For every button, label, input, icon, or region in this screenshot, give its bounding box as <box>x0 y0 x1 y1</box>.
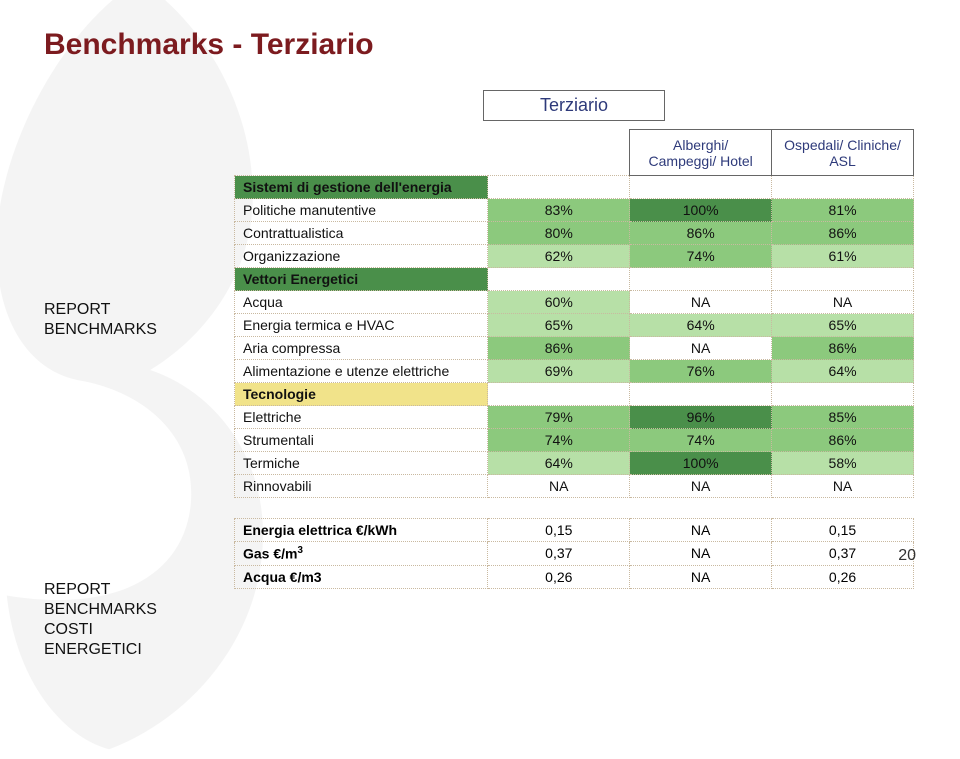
cell: 60% <box>488 291 630 314</box>
row-label: Alimentazione e utenze elettriche <box>235 360 488 383</box>
cell: NA <box>488 475 630 498</box>
row-label: Strumentali <box>235 429 488 452</box>
label-sup: 3 <box>297 545 302 556</box>
cell: 64% <box>630 314 772 337</box>
row-label: Politiche manutentive <box>235 199 488 222</box>
cell: 65% <box>772 314 914 337</box>
cell: 86% <box>772 337 914 360</box>
cell: 100% <box>630 452 772 475</box>
cell: 86% <box>488 337 630 360</box>
cell: 0,37 <box>772 542 914 566</box>
cell: 80% <box>488 222 630 245</box>
table-row: Acqua 60% NA NA <box>235 291 914 314</box>
row-label: Rinnovabili <box>235 475 488 498</box>
cell: 61% <box>772 245 914 268</box>
section-row: Tecnologie <box>235 383 914 406</box>
side-label-line: BENCHMARKS <box>44 320 194 340</box>
cell: 0,15 <box>488 519 630 542</box>
cell: 76% <box>630 360 772 383</box>
table-header-row: Alberghi/ Campeggi/ Hotel Ospedali/ Clin… <box>235 130 914 176</box>
cell: 0,15 <box>772 519 914 542</box>
cell: NA <box>630 542 772 566</box>
page-number: 20 <box>898 547 916 565</box>
cell: NA <box>630 565 772 588</box>
table-row: Energia elettrica €/kWh 0,15 NA 0,15 <box>235 519 914 542</box>
cell: NA <box>772 475 914 498</box>
cell: NA <box>772 291 914 314</box>
section-label: Vettori Energetici <box>235 268 488 291</box>
table-row: Aria compressa 86% NA 86% <box>235 337 914 360</box>
column-header: Ospedali/ Cliniche/ ASL <box>772 130 914 176</box>
side-label-line: BENCHMARKS <box>44 600 194 620</box>
cell: 100% <box>630 199 772 222</box>
table-row: Acqua €/m3 0,26 NA 0,26 <box>235 565 914 588</box>
cell: 86% <box>630 222 772 245</box>
table-row: Politiche manutentive 83% 100% 81% <box>235 199 914 222</box>
cell: 65% <box>488 314 630 337</box>
section-label: Tecnologie <box>235 383 488 406</box>
cell: NA <box>630 337 772 360</box>
row-label: Organizzazione <box>235 245 488 268</box>
cell: 74% <box>630 245 772 268</box>
side-label-benchmarks: REPORT BENCHMARKS <box>44 300 194 340</box>
table-row: Termiche 64% 100% 58% <box>235 452 914 475</box>
cell: 64% <box>772 360 914 383</box>
cell: 81% <box>772 199 914 222</box>
cost-table: Energia elettrica €/kWh 0,15 NA 0,15 Gas… <box>234 518 914 589</box>
row-label: Energia termica e HVAC <box>235 314 488 337</box>
header-blank <box>488 130 630 176</box>
cell: 74% <box>630 429 772 452</box>
cell: NA <box>630 519 772 542</box>
cell: 64% <box>488 452 630 475</box>
cell: NA <box>630 291 772 314</box>
table-row: Rinnovabili NA NA NA <box>235 475 914 498</box>
cell: 0,26 <box>488 565 630 588</box>
cell: 0,37 <box>488 542 630 566</box>
table-row: Organizzazione 62% 74% 61% <box>235 245 914 268</box>
column-header: Alberghi/ Campeggi/ Hotel <box>630 130 772 176</box>
section-row: Sistemi di gestione dell'energia <box>235 176 914 199</box>
sector-label: Terziario <box>483 90 665 121</box>
table-row: Elettriche 79% 96% 85% <box>235 406 914 429</box>
benchmarks-table: Alberghi/ Campeggi/ Hotel Ospedali/ Clin… <box>234 129 914 498</box>
cell: 74% <box>488 429 630 452</box>
row-label: Aria compressa <box>235 337 488 360</box>
page-title: Benchmarks - Terziario <box>44 28 916 62</box>
cell: 96% <box>630 406 772 429</box>
cell: 85% <box>772 406 914 429</box>
cell: 86% <box>772 222 914 245</box>
table-row: Contrattualistica 80% 86% 86% <box>235 222 914 245</box>
row-label: Termiche <box>235 452 488 475</box>
row-label: Contrattualistica <box>235 222 488 245</box>
cell: 86% <box>772 429 914 452</box>
row-label: Gas €/m3 <box>235 542 488 566</box>
cell: 62% <box>488 245 630 268</box>
cell: NA <box>630 475 772 498</box>
row-label: Acqua €/m3 <box>235 565 488 588</box>
row-label: Acqua <box>235 291 488 314</box>
side-label-line: REPORT <box>44 300 194 320</box>
table-row: Energia termica e HVAC 65% 64% 65% <box>235 314 914 337</box>
section-label: Sistemi di gestione dell'energia <box>235 176 488 199</box>
cell: 58% <box>772 452 914 475</box>
row-label: Elettriche <box>235 406 488 429</box>
table-row: Strumentali 74% 74% 86% <box>235 429 914 452</box>
side-label-cost: REPORT BENCHMARKS COSTI ENERGETICI <box>44 580 194 660</box>
row-label: Energia elettrica €/kWh <box>235 519 488 542</box>
label-text: Gas €/m <box>243 546 297 562</box>
table-row: Alimentazione e utenze elettriche 69% 76… <box>235 360 914 383</box>
cell: 69% <box>488 360 630 383</box>
cell: 79% <box>488 406 630 429</box>
table-row: Gas €/m3 0,37 NA 0,37 <box>235 542 914 566</box>
cell: 0,26 <box>772 565 914 588</box>
side-label-line: COSTI ENERGETICI <box>44 620 194 660</box>
header-blank <box>235 130 488 176</box>
cell: 83% <box>488 199 630 222</box>
side-label-line: REPORT <box>44 580 194 600</box>
section-row: Vettori Energetici <box>235 268 914 291</box>
